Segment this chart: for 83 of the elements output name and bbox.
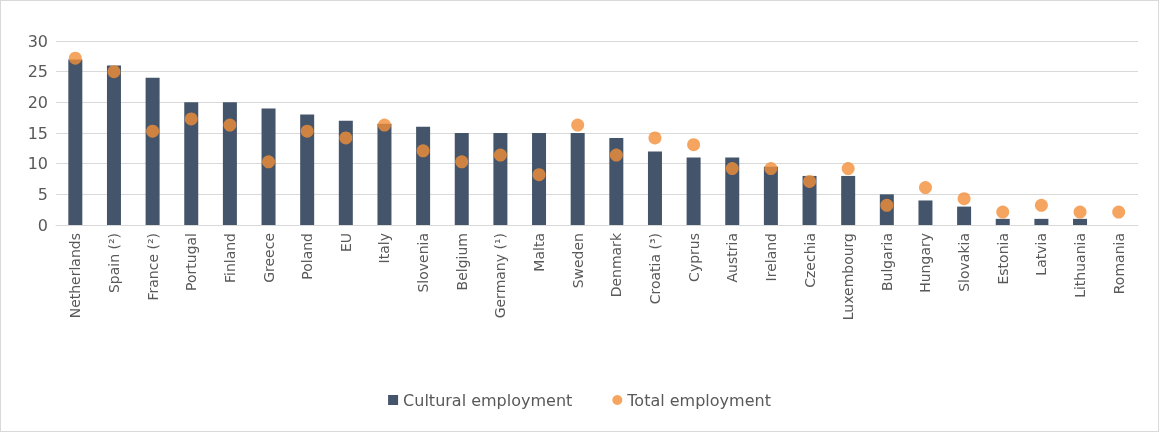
point [68,51,82,65]
point [609,148,623,162]
bar [377,123,392,225]
bar [68,59,83,225]
legend-label: Cultural employment [403,390,573,410]
x-tick-label: Belgium [453,233,470,291]
y-tick-label: 15 [27,123,48,143]
x-tick-label: Latvia [1033,233,1050,276]
point [223,118,237,132]
x-tick-label: Slovakia [956,233,973,292]
point [725,162,739,176]
x-tick-label: Bulgaria [878,233,895,292]
point [803,174,817,188]
point [493,148,507,162]
y-tick-label: 20 [27,92,48,112]
x-tick-label: Lithuania [1072,233,1089,298]
point [1112,205,1126,219]
point [262,155,276,169]
point [300,124,314,138]
x-tick-label: France (²) [144,233,161,301]
point [416,144,430,158]
point [764,162,778,176]
point [1073,205,1087,219]
bar [184,102,199,225]
x-tick-label: Austria [724,233,741,283]
bar [957,206,972,225]
y-tick-label: 10 [27,154,48,174]
x-tick-label: Italy [376,233,393,264]
point [107,65,121,79]
x-tick-label: Romania [1110,233,1127,295]
x-tick-label: Portugal [183,233,200,291]
x-tick-label: Germany (¹) [492,233,509,319]
bar [261,108,276,225]
x-tick-label: Hungary [917,233,934,293]
y-tick-label: 25 [27,62,48,82]
x-tick-label: Poland [299,233,316,280]
x-tick-label: Ireland [762,233,779,282]
x-tick-label: EU [337,233,354,253]
bar [1034,218,1049,225]
point [532,168,546,182]
point [146,124,160,138]
bar [918,200,933,225]
x-tick-label: Slovenia [415,233,432,293]
x-tick-label: Finland [221,233,238,284]
point [841,162,855,176]
point [648,131,662,145]
x-tick-label: Malta [531,233,548,272]
point [1034,198,1048,212]
bar [416,126,431,225]
bar [995,218,1010,225]
bar [106,65,121,225]
point [377,118,391,132]
point [455,155,469,169]
bar [647,151,662,225]
x-tick-label: Greece [260,233,277,283]
bar [338,120,353,225]
x-tick-label: Croatia (³) [646,233,663,305]
y-tick-label: 5 [37,184,48,204]
bar [570,133,585,225]
bar [841,175,856,225]
bar [300,114,315,225]
bar [1073,218,1088,225]
point [918,181,932,195]
point [957,192,971,206]
x-tick-label: Czechia [801,233,818,288]
x-tick-label: Denmark [608,232,625,298]
point [571,118,585,132]
bar [222,102,237,225]
bar [686,157,701,225]
point [996,205,1010,219]
x-tick-label: Netherlands [67,233,84,319]
x-tick-label: Sweden [569,233,586,289]
point [339,131,353,145]
y-tick-label: 0 [37,215,48,235]
legend-label: Total employment [626,390,771,410]
point [184,112,198,126]
y-tick-label: 30 [27,31,48,51]
x-tick-label: Cyprus [685,233,702,282]
x-tick-label: Luxembourg [840,233,857,321]
x-tick-label: Estonia [994,233,1011,285]
bar [145,77,160,225]
x-tick-label: Spain (²) [105,233,122,294]
point [687,138,701,152]
